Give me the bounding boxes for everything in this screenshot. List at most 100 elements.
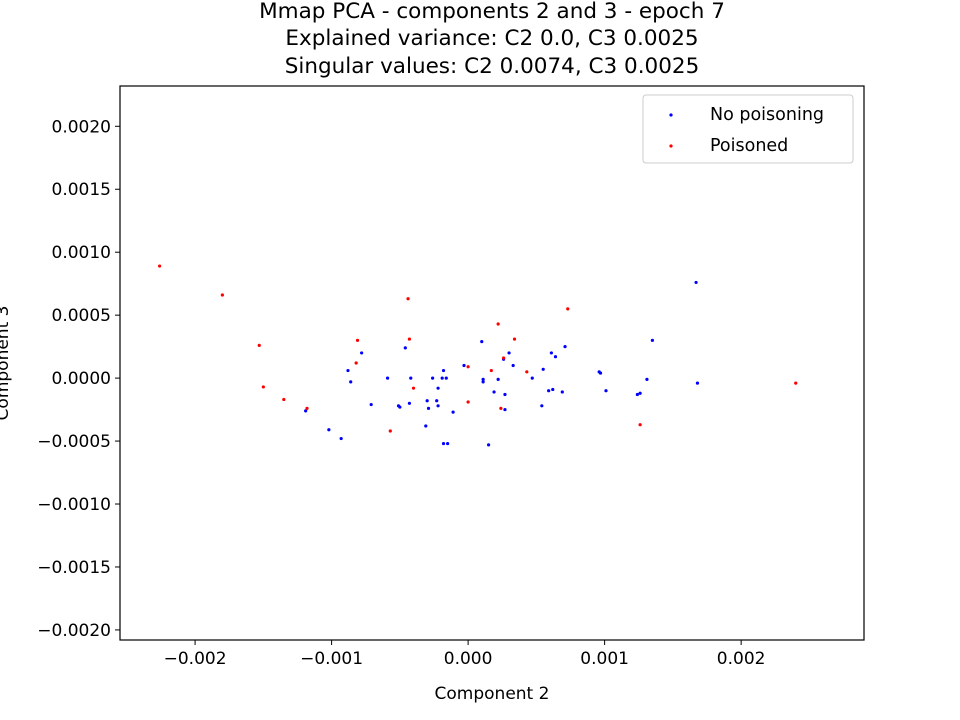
data-points (157, 264, 798, 447)
data-point-no-poisoning (426, 406, 431, 410)
data-point-no-poisoning (638, 391, 642, 395)
data-point-no-poisoning (503, 392, 507, 397)
chart-title-line-2: Explained variance: C2 0.0, C3 0.0025 (285, 26, 698, 51)
data-point-no-poisoning (385, 376, 390, 380)
data-point-no-poisoning (304, 409, 308, 413)
data-point-no-poisoning (346, 368, 350, 373)
data-point-no-poisoning (480, 339, 484, 344)
data-point-poisoned (466, 400, 470, 404)
legend-box (642, 94, 854, 164)
y-tick-label: 0.0000 (52, 369, 111, 389)
data-point-no-poisoning (446, 441, 450, 446)
data-point-no-poisoning (553, 355, 558, 359)
series-no-poisoning (304, 280, 700, 447)
legend-label-poisoned: Poisoned (710, 136, 788, 156)
data-point-poisoned (257, 343, 261, 347)
data-point-no-poisoning (462, 363, 466, 368)
data-point-poisoned (466, 365, 470, 369)
data-point-no-poisoning (551, 387, 555, 392)
data-point-poisoned (282, 397, 286, 402)
data-point-no-poisoning (604, 389, 608, 393)
legend-label-no-poisoning: No poisoning (710, 105, 824, 125)
x-tick-label: 0.000 (444, 649, 493, 669)
plot-area-frame (119, 85, 865, 641)
data-point-no-poisoning (540, 404, 544, 408)
data-point-poisoned (261, 385, 265, 389)
data-point-no-poisoning (424, 424, 428, 428)
y-tick-label: −0.0020 (37, 621, 111, 641)
data-point-no-poisoning (409, 376, 413, 380)
data-point-no-poisoning (440, 376, 444, 380)
data-point-poisoned (355, 338, 360, 342)
data-point-poisoned (157, 264, 162, 268)
data-point-no-poisoning (436, 386, 440, 390)
data-point-no-poisoning (694, 280, 698, 285)
data-point-no-poisoning (339, 436, 343, 441)
y-axis-label: Component 3 (0, 306, 13, 421)
data-point-poisoned (411, 386, 416, 390)
data-point-no-poisoning (695, 381, 700, 385)
chart-title-line-1: Mmap PCA - components 2 and 3 - epoch 7 (259, 0, 725, 24)
x-axis-label: Component 2 (435, 684, 550, 704)
y-axis-ticks: −0.0020 −0.0015 −0.0010 −0.0005 0.0000 0.0005… (37, 117, 120, 641)
x-axis-ticks: −0.002 −0.001 0.000 0.001 0.002 (164, 640, 766, 669)
chart-title-line-3: Singular values: C2 0.0074, C3 0.0025 (285, 54, 700, 79)
data-point-no-poisoning (403, 346, 407, 350)
data-point-no-poisoning (635, 392, 639, 397)
data-point-no-poisoning (530, 376, 534, 380)
data-point-no-poisoning (441, 441, 446, 446)
data-point-no-poisoning (547, 389, 551, 393)
y-tick-label: 0.0005 (52, 306, 111, 326)
data-point-poisoned (496, 322, 500, 326)
data-point-no-poisoning (650, 338, 655, 342)
y-tick-label: 0.0020 (52, 117, 111, 137)
data-point-no-poisoning (645, 377, 649, 381)
data-point-no-poisoning (327, 428, 331, 432)
data-point-poisoned (638, 423, 642, 427)
data-point-no-poisoning (492, 390, 496, 394)
data-point-no-poisoning (369, 402, 373, 407)
y-tick-label: −0.0015 (37, 558, 111, 578)
data-point-no-poisoning (503, 407, 507, 412)
y-tick-label: −0.0010 (37, 495, 111, 515)
data-point-poisoned (525, 370, 529, 374)
data-point-no-poisoning (360, 351, 364, 355)
data-point-no-poisoning (349, 380, 353, 384)
data-point-poisoned (502, 356, 506, 360)
data-point-no-poisoning (496, 377, 500, 381)
data-point-poisoned (566, 307, 570, 311)
data-point-no-poisoning (435, 399, 439, 403)
legend-marker-poisoned (669, 144, 673, 148)
data-point-no-poisoning (451, 410, 455, 414)
data-point-poisoned (512, 337, 517, 341)
data-point-no-poisoning (507, 351, 511, 355)
data-point-poisoned (388, 429, 392, 433)
data-point-no-poisoning (549, 351, 553, 355)
x-tick-label: −0.002 (164, 649, 227, 669)
chart-title: Mmap PCA - components 2 and 3 - epoch 7 … (259, 0, 725, 79)
data-point-poisoned (407, 337, 412, 341)
y-tick-label: −0.0005 (37, 432, 111, 452)
x-tick-label: 0.002 (717, 649, 766, 669)
x-tick-label: 0.001 (580, 649, 629, 669)
legend-marker-no-poisoning (669, 113, 673, 117)
data-point-no-poisoning (541, 367, 545, 371)
data-point-no-poisoning (481, 380, 485, 384)
y-tick-label: 0.0010 (52, 243, 111, 263)
data-point-no-poisoning (511, 363, 515, 368)
data-point-poisoned (794, 381, 798, 385)
x-tick-label: −0.001 (300, 649, 363, 669)
legend: No poisoning Poisoned (642, 94, 854, 164)
data-point-no-poisoning (563, 345, 567, 349)
data-point-no-poisoning (486, 443, 491, 447)
data-point-poisoned (406, 297, 410, 301)
series-poisoned (157, 264, 798, 433)
data-point-poisoned (489, 368, 493, 373)
data-point-poisoned (220, 293, 224, 297)
data-point-no-poisoning (481, 377, 485, 381)
data-point-no-poisoning (560, 390, 564, 394)
y-tick-label: 0.0015 (52, 180, 111, 200)
data-point-no-poisoning (444, 376, 448, 380)
